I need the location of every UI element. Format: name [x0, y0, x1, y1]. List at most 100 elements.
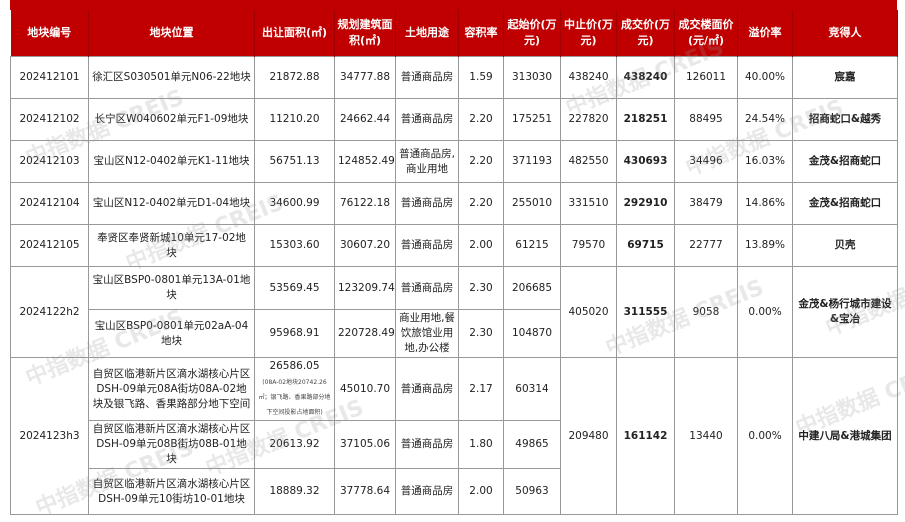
cell-deal: 218251	[616, 98, 675, 141]
cell-start: 49865	[503, 420, 561, 469]
cell-area: 18889.32	[254, 468, 335, 515]
cell-stop: 331510	[560, 182, 617, 225]
cell-area: 21872.88	[254, 56, 335, 99]
cell-build: 30607.20	[334, 224, 396, 267]
cell-loc: 宝山区N12-0402单元D1-04地块	[88, 182, 255, 225]
cell-winner: 金茂&招商蛇口	[792, 182, 898, 225]
cell-build: 34777.88	[334, 56, 396, 99]
cell-build: 124852.49	[334, 140, 396, 183]
cell-loc: 长宁区W040602单元F1-09地块	[88, 98, 255, 141]
cell-far: 1.80	[458, 420, 504, 469]
cell-deal: 311555	[616, 266, 675, 358]
cell-start: 371193	[503, 140, 561, 183]
cell-floor: 34496	[674, 140, 738, 183]
cell-start: 255010	[503, 182, 561, 225]
cell-floor: 22777	[674, 224, 738, 267]
cell-far: 2.30	[458, 266, 504, 310]
cell-start: 60314	[503, 357, 561, 421]
cell-area: 15303.60	[254, 224, 335, 267]
cell-use: 普通商品房	[395, 420, 459, 469]
column-header: 土地用途	[395, 10, 459, 57]
cell-start: 313030	[503, 56, 561, 99]
column-header: 竞得人	[792, 10, 898, 57]
cell-far: 2.30	[458, 309, 504, 358]
cell-far: 1.59	[458, 56, 504, 99]
cell-use: 普通商品房,商业用地	[395, 140, 459, 183]
cell-prem: 16.03%	[737, 140, 793, 183]
cell-stop: 209480	[560, 357, 617, 515]
cell-use: 普通商品房	[395, 266, 459, 310]
cell-winner: 中建八局&港城集团	[792, 357, 898, 515]
cell-winner: 宸嘉	[792, 56, 898, 99]
cell-winner: 招商蛇口&越秀	[792, 98, 898, 141]
cell-use: 普通商品房	[395, 182, 459, 225]
cell-id: 202412102	[10, 98, 89, 141]
cell-stop: 482550	[560, 140, 617, 183]
cell-build: 45010.70	[334, 357, 396, 421]
cell-loc: 宝山区BSP0-0801单元02aA-04地块	[88, 309, 255, 358]
table-row: 2024122h2 宝山区BSP0-0801单元13A-01地块 53569.45 1…	[10, 266, 898, 358]
column-header: 地块编号	[10, 10, 89, 57]
cell-id: 2024122h2	[10, 266, 89, 358]
cell-far: 2.20	[458, 98, 504, 141]
table-row: 202412104 宝山区N12-0402单元D1-04地块 34600.99 761…	[10, 182, 898, 225]
cell-id: 202412101	[10, 56, 89, 99]
cell-loc: 徐汇区S030501单元N06-22地块	[88, 56, 255, 99]
cell-winner: 金茂&杨行城市建设&宝冶	[792, 266, 898, 358]
cell-deal: 430693	[616, 140, 675, 183]
cell-start: 61215	[503, 224, 561, 267]
cell-stop: 438240	[560, 56, 617, 99]
cell-deal: 292910	[616, 182, 675, 225]
cell-loc: 自贸区临港新片区滴水湖核心片区DSH-09单元08A街坊08A-02地块及银飞路…	[88, 357, 255, 421]
cell-area: 20613.92	[254, 420, 335, 469]
cell-id: 202412105	[10, 224, 89, 267]
cell-use: 普通商品房	[395, 56, 459, 99]
cell-build: 123209.74	[334, 266, 396, 310]
cell-start: 50963	[503, 468, 561, 515]
table-row: 202412103 宝山区N12-0402单元K1-11地块 56751.13 124…	[10, 140, 898, 183]
cell-use: 普通商品房	[395, 357, 459, 421]
cell-id: 2024123h3	[10, 357, 89, 515]
table-header: 地块编号 地块位置 出让面积(㎡) 规划建筑面积(㎡) 土地用途 容积率 起始价(万元) 中止…	[10, 10, 898, 57]
cell-deal: 161142	[616, 357, 675, 515]
cell-prem: 0.00%	[737, 266, 793, 358]
cell-start: 104870	[503, 309, 561, 358]
cell-prem: 40.00%	[737, 56, 793, 99]
cell-winner: 金茂&招商蛇口	[792, 140, 898, 183]
table-row: 202412101 徐汇区S030501单元N06-22地块 21872.88 347…	[10, 56, 898, 99]
cell-use: 商业用地,餐饮旅馆业用地,办公楼	[395, 309, 459, 358]
cell-deal: 69715	[616, 224, 675, 267]
cell-use: 普通商品房	[395, 468, 459, 515]
cell-deal: 438240	[616, 56, 675, 99]
cell-id: 202412103	[10, 140, 89, 183]
top-band	[10, 0, 897, 10]
column-header: 容积率	[458, 10, 504, 57]
cell-loc: 自贸区临港新片区滴水湖核心片区DSH-09单元10街坊10-01地块	[88, 468, 255, 515]
cell-stop: 227820	[560, 98, 617, 141]
column-header: 起始价(万元)	[503, 10, 561, 57]
cell-prem: 0.00%	[737, 357, 793, 515]
table-row: 202412105 奉贤区奉贤新城10单元17-02地块 15303.60 30607…	[10, 224, 898, 267]
cell-area: 53569.45	[254, 266, 335, 310]
cell-build: 76122.18	[334, 182, 396, 225]
cell-stop: 405020	[560, 266, 617, 358]
column-header: 成交楼面价(元/㎡)	[674, 10, 738, 57]
column-header: 中止价(万元)	[560, 10, 617, 57]
cell-build: 37105.06	[334, 420, 396, 469]
table-row: 202412102 长宁区W040602单元F1-09地块 11210.20 2466…	[10, 98, 898, 141]
column-header: 地块位置	[88, 10, 255, 57]
cell-area: 34600.99	[254, 182, 335, 225]
cell-area: 11210.20	[254, 98, 335, 141]
table-row: 自贸区临港新片区滴水湖核心片区DSH-09单元08B街坊08B-01地块 2061…	[11, 420, 898, 469]
cell-loc: 宝山区BSP0-0801单元13A-01地块	[88, 266, 255, 310]
table-row: 宝山区BSP0-0801单元02aA-04地块 95968.91 220728.49…	[11, 309, 898, 358]
cell-loc: 奉贤区奉贤新城10单元17-02地块	[88, 224, 255, 267]
cell-floor: 88495	[674, 98, 738, 141]
cell-stop: 79570	[560, 224, 617, 267]
cell-start: 206685	[503, 266, 561, 310]
cell-id: 202412104	[10, 182, 89, 225]
table-row: 2024123h3 自贸区临港新片区滴水湖核心片区DSH-09单元08A街坊08A…	[10, 357, 898, 515]
cell-far: 2.00	[458, 468, 504, 515]
cell-prem: 13.89%	[737, 224, 793, 267]
cell-far: 2.20	[458, 140, 504, 183]
